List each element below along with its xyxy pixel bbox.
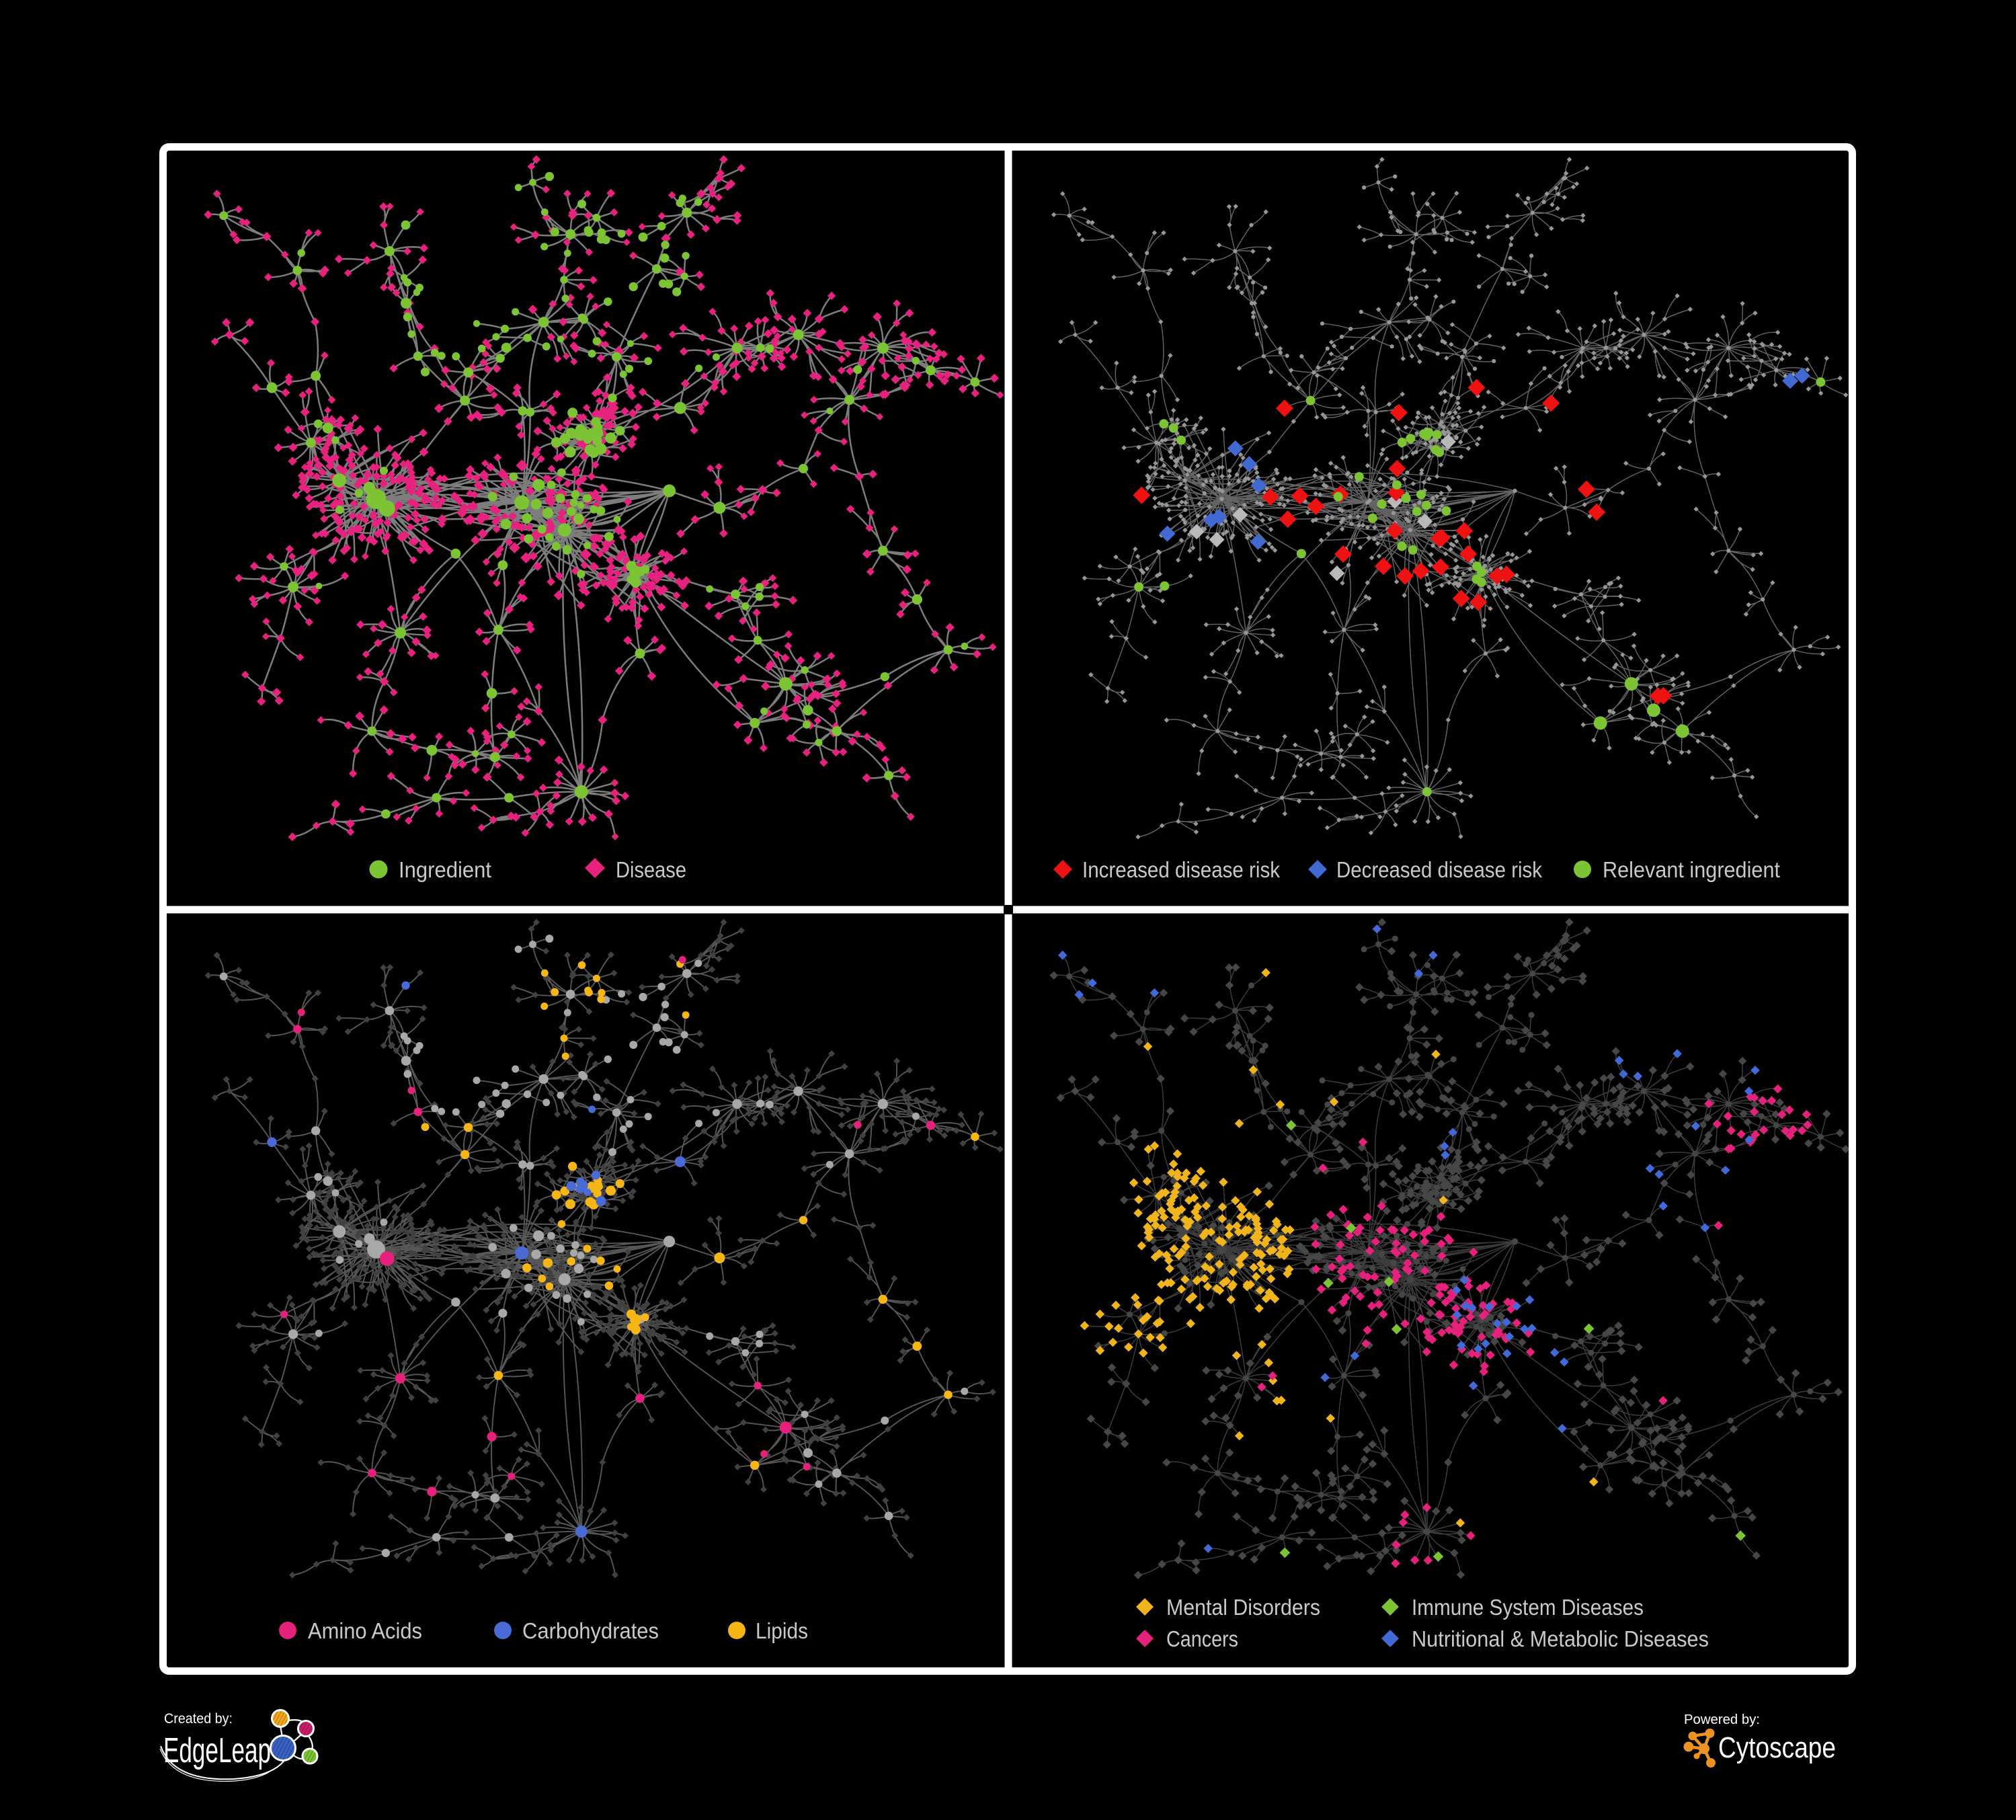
svg-text:Increased disease risk: Increased disease risk — [1082, 857, 1280, 882]
svg-text:Amino Acids: Amino Acids — [308, 1618, 422, 1643]
svg-text:Powered by:: Powered by: — [1684, 1712, 1760, 1727]
svg-text:Disease: Disease — [616, 857, 686, 882]
svg-text:Relevant ingredient: Relevant ingredient — [1603, 857, 1780, 882]
svg-text:Decreased disease risk: Decreased disease risk — [1336, 857, 1542, 882]
svg-text:Nutritional & Metabolic Diseas: Nutritional & Metabolic Diseases — [1412, 1626, 1709, 1651]
svg-text:Created by:: Created by: — [164, 1711, 233, 1727]
svg-text:Ingredient: Ingredient — [399, 857, 491, 882]
svg-text:Cytoscape: Cytoscape — [1718, 1731, 1836, 1764]
svg-text:EdgeLeap: EdgeLeap — [163, 1731, 271, 1770]
svg-text:Carbohydrates: Carbohydrates — [522, 1618, 659, 1643]
svg-text:Lipids: Lipids — [756, 1618, 808, 1643]
svg-text:Cancers: Cancers — [1166, 1626, 1238, 1651]
svg-text:Immune System Diseases: Immune System Diseases — [1412, 1595, 1644, 1620]
svg-text:Mental Disorders: Mental Disorders — [1166, 1595, 1320, 1620]
